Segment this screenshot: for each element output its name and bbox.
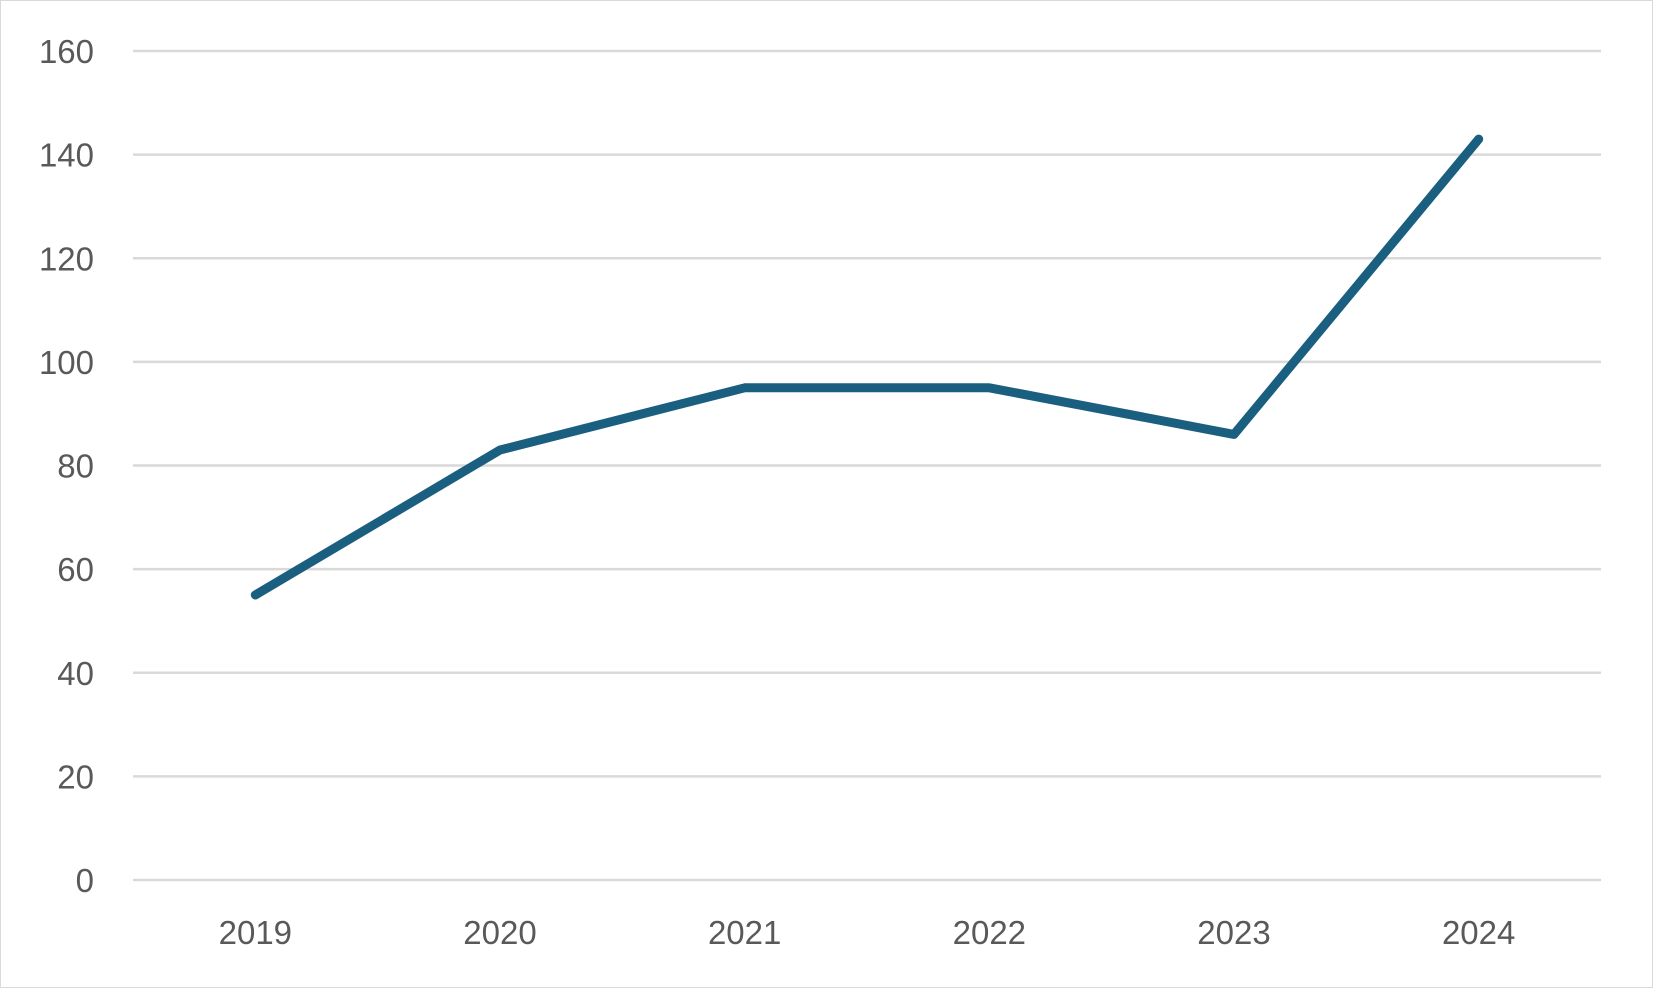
y-tick-label: 60	[57, 551, 94, 588]
series-layer	[255, 139, 1479, 595]
y-tick-label: 80	[57, 448, 94, 485]
gridlines	[133, 51, 1601, 880]
y-tick-label: 20	[57, 758, 94, 795]
y-tick-label: 140	[39, 137, 94, 174]
y-tick-label: 120	[39, 240, 94, 277]
x-axis-tick-labels: 2019 2020 2021 2022 2023 2024	[219, 914, 1516, 951]
x-tick-label: 2024	[1442, 914, 1515, 951]
y-tick-label: 0	[76, 862, 94, 899]
y-axis-tick-labels: 0 20 40 60 80 100 120 140 160	[39, 33, 94, 899]
x-tick-label: 2023	[1197, 914, 1270, 951]
x-tick-label: 2020	[463, 914, 536, 951]
x-tick-label: 2019	[219, 914, 292, 951]
y-tick-label: 160	[39, 33, 94, 70]
series-line-0	[255, 139, 1478, 595]
y-tick-label: 100	[39, 344, 94, 381]
x-tick-label: 2022	[953, 914, 1026, 951]
x-tick-label: 2021	[708, 914, 781, 951]
y-tick-label: 40	[57, 655, 94, 692]
